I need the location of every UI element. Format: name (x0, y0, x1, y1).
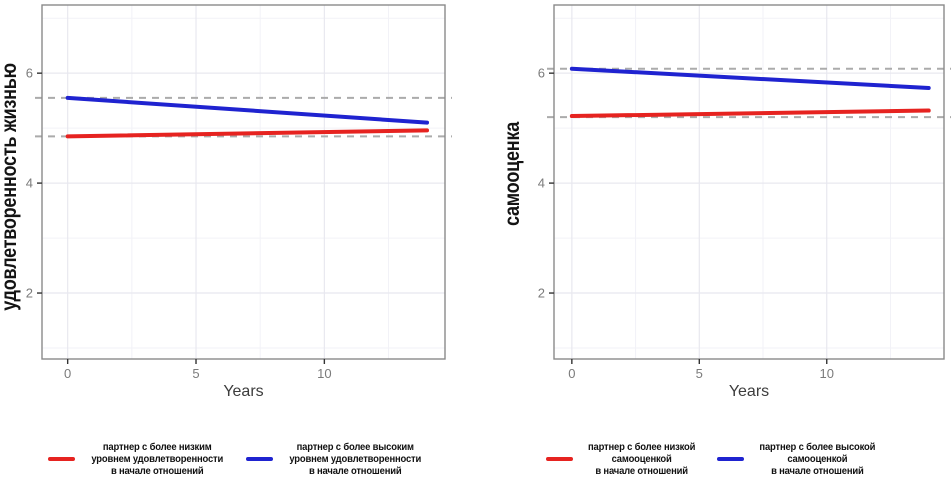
panel-background (554, 5, 944, 359)
y-tick-label: 6 (26, 66, 33, 81)
legend-label-line: самооценкой (787, 453, 848, 465)
legend-label-line: в начале отношений (771, 465, 864, 477)
legend-label-line: уровнем удовлетворенности (90, 453, 223, 465)
legend-label-line: в начале отношений (110, 465, 204, 477)
x-tick-label: 0 (64, 366, 71, 381)
legend-label-line: партнер с более высоким (296, 441, 414, 453)
legend-label: партнер с более высокой самооценкой в на… (760, 441, 876, 477)
panel-background (42, 5, 445, 359)
legend: партнер с более низкой самооценкой в нач… (476, 441, 952, 477)
figure-self-esteem: 0 5 10 2 4 6 самооценка Years партнер с более… (476, 0, 952, 504)
x-tick-label: 10 (820, 366, 834, 381)
series-line (569, 66, 931, 91)
y-tick-label: 6 (538, 66, 545, 81)
panel-border (553, 4, 945, 360)
legend-label: партнер с более низкой самооценкой в нач… (587, 441, 696, 477)
series-line (569, 108, 931, 119)
legend-swatch-blue (246, 456, 273, 462)
legend: партнер с более низким уровнем удовлетво… (0, 441, 476, 477)
legend-item-higher-self-esteem: партнер с более высокой самооценкой в на… (717, 441, 882, 477)
figure-life-satisfaction: 0 5 10 2 4 6 удовлетворенность жизнью Years п… (0, 4, 476, 477)
y-axis-title: удовлетворенность жизнью (0, 63, 21, 311)
y-tick-label: 2 (26, 286, 33, 301)
legend-item-lower-satisfaction: партнер с более низким уровнем удовлетво… (47, 441, 230, 477)
y-axis-title: самооценка (501, 121, 524, 227)
self-esteem-plot: 0 5 10 2 4 6 (538, 4, 951, 381)
legend-item-higher-satisfaction: партнер с более высоким уровнем удовлетв… (246, 441, 428, 477)
legend-swatch-blue (717, 456, 745, 462)
legend-item-lower-self-esteem: партнер с более низкой самооценкой в нач… (546, 441, 701, 477)
x-tick-label: 0 (568, 366, 575, 381)
legend-label: партнер с более низким уровнем удовлетво… (91, 441, 223, 477)
legend-label-line: уровнем удовлетворенности (289, 453, 422, 465)
x-tick-label: 5 (696, 366, 703, 381)
x-axis-title: Years (223, 383, 264, 400)
y-tick-label: 4 (538, 176, 545, 191)
legend-label-line: партнер с более низким (102, 441, 212, 453)
series-line (65, 128, 430, 139)
y-tick-label: 2 (538, 286, 545, 301)
legend-swatch-red (546, 456, 574, 462)
series-line (65, 95, 430, 125)
x-tick-label: 10 (317, 366, 331, 381)
legend-label-line: в начале отношений (308, 465, 402, 477)
legend-label-line: партнер с более низкой (587, 441, 696, 453)
legend-swatch-red (47, 456, 75, 462)
x-axis-title: Years (728, 383, 770, 400)
legend-label-line: в начале отношений (595, 465, 688, 477)
legend-label: партнер с более высоким уровнем удовлетв… (289, 441, 421, 477)
panel-border (41, 4, 446, 360)
life-satisfaction-plot: 0 5 10 2 4 6 (26, 4, 452, 381)
y-tick-label: 4 (26, 176, 33, 191)
x-tick-label: 5 (192, 366, 199, 381)
legend-label-line: самооценкой (611, 453, 672, 465)
legend-label-line: партнер с более высокой (759, 441, 876, 453)
